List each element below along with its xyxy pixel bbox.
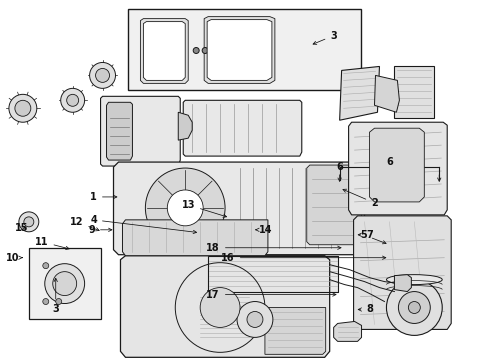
Text: 4: 4 bbox=[90, 215, 196, 234]
Circle shape bbox=[53, 272, 77, 296]
Polygon shape bbox=[106, 102, 132, 160]
Polygon shape bbox=[203, 17, 274, 84]
Circle shape bbox=[398, 292, 429, 323]
Circle shape bbox=[56, 298, 61, 305]
Circle shape bbox=[66, 94, 79, 106]
Text: 5: 5 bbox=[360, 230, 385, 244]
Circle shape bbox=[145, 168, 224, 248]
Text: 6: 6 bbox=[336, 162, 342, 172]
Bar bbox=[208, 256, 337, 292]
Polygon shape bbox=[143, 22, 185, 80]
Circle shape bbox=[167, 190, 203, 226]
Polygon shape bbox=[183, 100, 301, 156]
Polygon shape bbox=[178, 112, 192, 140]
Text: 11: 11 bbox=[35, 237, 69, 249]
Circle shape bbox=[89, 62, 115, 88]
Polygon shape bbox=[333, 321, 361, 341]
Text: 13: 13 bbox=[181, 200, 226, 217]
Polygon shape bbox=[207, 20, 271, 80]
Text: 15: 15 bbox=[15, 223, 29, 233]
Circle shape bbox=[19, 212, 39, 232]
Circle shape bbox=[61, 88, 84, 112]
Bar bbox=[128, 9, 360, 90]
Polygon shape bbox=[120, 256, 329, 357]
Text: 17: 17 bbox=[206, 289, 335, 300]
Polygon shape bbox=[306, 165, 361, 245]
Text: 3: 3 bbox=[312, 31, 336, 44]
Circle shape bbox=[407, 302, 420, 314]
Polygon shape bbox=[140, 19, 188, 84]
Polygon shape bbox=[339, 67, 379, 120]
Text: 6: 6 bbox=[385, 157, 392, 167]
Circle shape bbox=[42, 263, 49, 269]
Polygon shape bbox=[101, 96, 180, 166]
Polygon shape bbox=[394, 67, 433, 118]
Circle shape bbox=[202, 48, 208, 54]
Circle shape bbox=[9, 94, 37, 122]
Circle shape bbox=[386, 280, 441, 336]
Circle shape bbox=[246, 311, 263, 328]
Polygon shape bbox=[369, 128, 424, 202]
Text: 16: 16 bbox=[221, 253, 385, 263]
Circle shape bbox=[15, 100, 31, 116]
Circle shape bbox=[95, 68, 109, 82]
Text: 1: 1 bbox=[90, 192, 117, 202]
Text: 7: 7 bbox=[358, 230, 372, 240]
Text: 3: 3 bbox=[52, 278, 59, 315]
Text: 18: 18 bbox=[206, 243, 340, 253]
Circle shape bbox=[200, 288, 240, 328]
Polygon shape bbox=[348, 122, 447, 215]
Text: 9: 9 bbox=[88, 225, 112, 235]
Polygon shape bbox=[113, 162, 364, 255]
Bar bbox=[208, 256, 337, 292]
Text: 2: 2 bbox=[342, 189, 377, 208]
Polygon shape bbox=[394, 275, 410, 292]
Text: 14: 14 bbox=[255, 225, 272, 235]
Polygon shape bbox=[264, 307, 325, 354]
Circle shape bbox=[193, 48, 199, 54]
Ellipse shape bbox=[386, 275, 441, 285]
Bar bbox=[29, 248, 101, 319]
Text: 12: 12 bbox=[70, 217, 99, 231]
Bar bbox=[197, 292, 251, 341]
Polygon shape bbox=[353, 216, 450, 329]
Polygon shape bbox=[122, 220, 267, 256]
Circle shape bbox=[45, 264, 84, 303]
Polygon shape bbox=[374, 75, 399, 112]
Text: 8: 8 bbox=[358, 305, 372, 315]
Text: 10: 10 bbox=[6, 253, 22, 263]
Circle shape bbox=[237, 302, 272, 337]
Circle shape bbox=[42, 298, 49, 305]
Circle shape bbox=[24, 217, 34, 227]
